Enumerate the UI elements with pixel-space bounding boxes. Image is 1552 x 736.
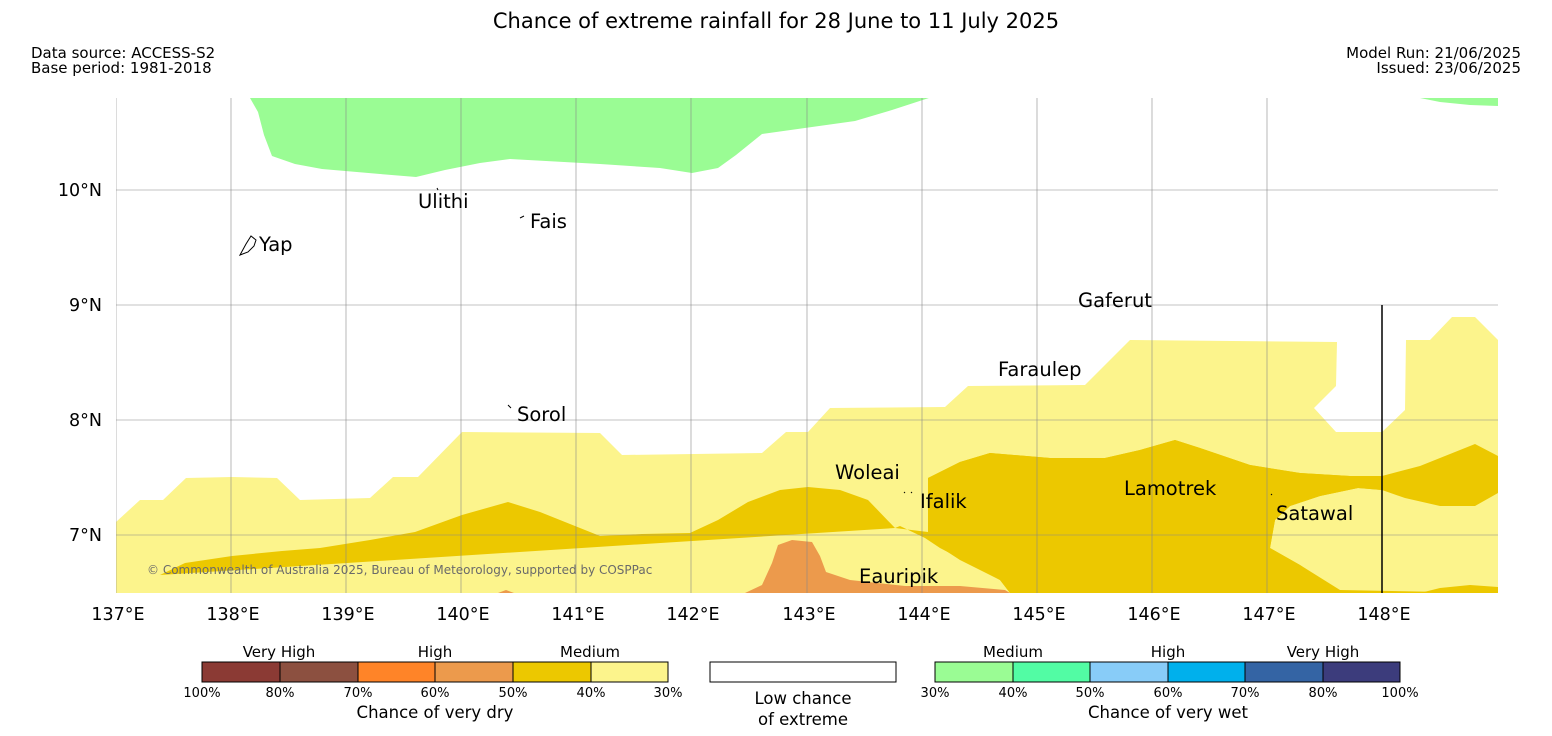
island-marks xyxy=(238,187,1273,496)
wet-swatch xyxy=(934,661,1014,683)
lon-label: 143°E xyxy=(782,605,835,625)
dry-category-label: Medium xyxy=(560,643,620,661)
map-area xyxy=(116,98,1498,593)
lon-label: 137°E xyxy=(91,605,144,625)
lon-label: 144°E xyxy=(897,605,950,625)
lat-label: 8°N xyxy=(69,411,102,431)
wet-swatch xyxy=(1089,661,1169,683)
base-period-text: Base period: 1981-2018 xyxy=(31,59,212,77)
wet-caption: Chance of very wet xyxy=(1088,703,1249,722)
low-chance-line1: Low chance xyxy=(754,689,851,708)
lon-label: 139°E xyxy=(321,605,374,625)
run-info: Model Run: 21/06/2025 Issued: 23/06/2025 xyxy=(1346,46,1521,76)
wet-tick-label: 100% xyxy=(1381,686,1418,701)
label-gaferut: Gaferut xyxy=(1078,289,1152,312)
wet-tick-label: 70% xyxy=(1231,686,1260,701)
lon-label: 138°E xyxy=(206,605,259,625)
graticule xyxy=(116,98,1498,593)
source-info: Data source: ACCESS-S2 Base period: 1981… xyxy=(31,46,215,76)
dry-swatch xyxy=(357,661,436,683)
label-sorol: Sorol xyxy=(517,403,566,426)
wet-tick-label: 40% xyxy=(999,686,1028,701)
lat-label: 7°N xyxy=(69,526,102,546)
dry-high-region-small xyxy=(498,590,514,593)
wet-medium-region xyxy=(250,98,929,177)
wet-legend: Medium High Very High 30% 40% 50% 60% 70… xyxy=(921,643,1419,722)
dry-tick-label: 80% xyxy=(266,686,295,701)
label-eauripik: Eauripik xyxy=(859,565,939,588)
wet-medium-region-ne xyxy=(1420,98,1498,106)
dry-caption: Chance of very dry xyxy=(357,703,514,722)
data-source-text: Data source: ACCESS-S2 xyxy=(31,44,216,62)
dry-tick-label: 100% xyxy=(183,686,220,701)
label-ifalik: Ifalik xyxy=(920,490,967,513)
yap-island-outline xyxy=(238,235,257,256)
wet-tick-label: 30% xyxy=(921,686,950,701)
label-faraulep: Faraulep xyxy=(998,358,1082,381)
wet-category-label: Medium xyxy=(983,643,1043,661)
lon-label: 146°E xyxy=(1127,605,1180,625)
low-chance-legend: Low chance of extreme xyxy=(709,661,897,729)
low-chance-swatch xyxy=(709,661,897,683)
copyright-text: © Commonwealth of Australia 2025, Bureau… xyxy=(147,563,652,577)
label-fais: Fais xyxy=(530,210,567,233)
dry-tick-label: 30% xyxy=(654,686,683,701)
lon-label: 147°E xyxy=(1242,605,1295,625)
dry-tick-label: 50% xyxy=(499,686,528,701)
dry-legend: Very High High Medium 100% 80% 70% 60% 5… xyxy=(183,643,682,722)
dry-medium-dark-region-east xyxy=(928,440,1382,593)
dry-tick-label: 40% xyxy=(577,686,606,701)
label-yap: Yap xyxy=(258,233,293,256)
lon-label: 141°E xyxy=(551,605,604,625)
wet-swatch xyxy=(1244,661,1324,683)
model-run-text: Model Run: 21/06/2025 xyxy=(1346,44,1521,62)
dry-swatch xyxy=(434,661,514,683)
dry-category-label: Very High xyxy=(243,643,316,661)
lon-label: 145°E xyxy=(1012,605,1065,625)
lon-label: 148°E xyxy=(1357,605,1410,625)
dry-medium-dark-region-se xyxy=(1420,585,1498,593)
wet-swatch xyxy=(1322,661,1401,683)
low-chance-line2: of extreme xyxy=(758,710,848,729)
dry-tick-label: 60% xyxy=(421,686,450,701)
dry-high-region xyxy=(745,540,1010,593)
label-ulithi: Ulithi xyxy=(418,190,469,213)
map-title: Chance of extreme rainfall for 28 June t… xyxy=(492,9,1060,33)
dry-swatch xyxy=(201,661,281,683)
wet-tick-label: 60% xyxy=(1154,686,1183,701)
lat-label: 9°N xyxy=(69,296,102,316)
dry-swatch xyxy=(279,661,359,683)
wet-tick-label: 50% xyxy=(1076,686,1105,701)
lon-label: 142°E xyxy=(666,605,719,625)
wet-category-label: High xyxy=(1151,643,1185,661)
wet-swatch xyxy=(1167,661,1246,683)
dry-tick-label: 70% xyxy=(344,686,373,701)
wet-swatch xyxy=(1012,661,1091,683)
label-lamotrek: Lamotrek xyxy=(1124,477,1217,500)
wet-tick-label: 80% xyxy=(1309,686,1338,701)
dry-swatch xyxy=(512,661,592,683)
dry-category-label: High xyxy=(418,643,452,661)
label-woleai: Woleai xyxy=(835,461,900,484)
dry-swatch xyxy=(590,661,669,683)
issued-text: Issued: 23/06/2025 xyxy=(1376,59,1521,77)
label-satawal: Satawal xyxy=(1276,502,1353,525)
lon-label: 140°E xyxy=(436,605,489,625)
wet-category-label: Very High xyxy=(1287,643,1360,661)
lat-label: 10°N xyxy=(58,181,102,201)
